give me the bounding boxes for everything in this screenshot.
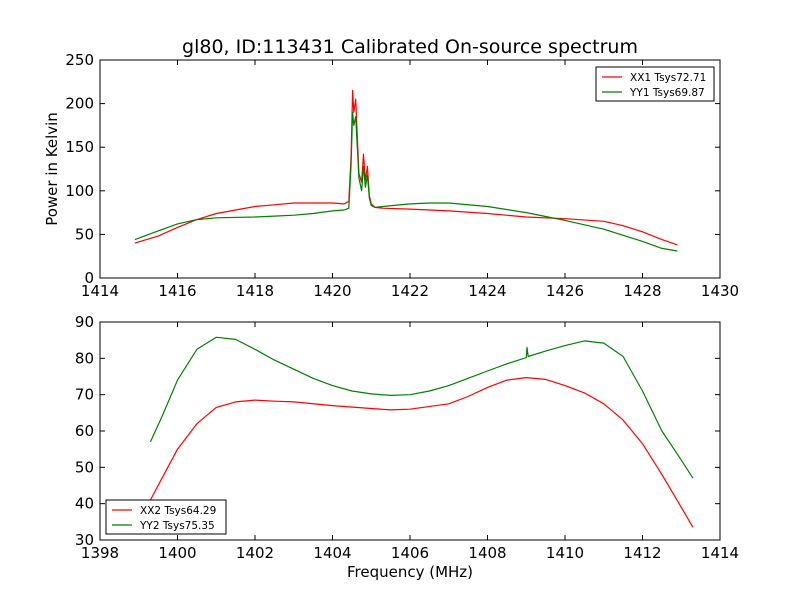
y-tick-label: 50	[75, 225, 94, 243]
y-tick-label: 40	[75, 495, 94, 513]
x-tick-label: 1406	[391, 544, 429, 562]
legend: XX1 Tsys72.71 YY1 Tsys69.87	[595, 66, 715, 102]
legend-label: XX2 Tsys64.29	[140, 505, 216, 517]
x-tick-label: 1410	[546, 544, 584, 562]
y-tick-label: 30	[75, 531, 94, 549]
x-tick-label: 1430	[701, 282, 739, 300]
top-panel: 1414 1416 1418 1420 1422 1424 1426 1428 1430 0 50 1…	[43, 51, 739, 300]
series-line-xx1	[134, 89, 678, 246]
x-tick-label: 1428	[623, 282, 661, 300]
x-tick-label: 1426	[546, 282, 584, 300]
series-line-xx2	[149, 377, 694, 528]
series-line-yy1	[134, 111, 678, 252]
y-tick-label: 70	[75, 386, 94, 404]
legend-box	[595, 66, 715, 102]
y-tick-label: 90	[75, 313, 94, 331]
x-tick-label: 1398	[81, 544, 119, 562]
x-tick-label: 1414	[81, 282, 119, 300]
y-tick-label: 80	[75, 349, 94, 367]
y-tick-label: 100	[65, 182, 94, 200]
x-tick-label: 1408	[468, 544, 506, 562]
figure-title: gl80, ID:113431 Calibrated On-source spe…	[182, 36, 638, 58]
series-line-yy2	[149, 336, 694, 479]
legend-box	[105, 499, 227, 535]
y-tick-label: 50	[75, 458, 94, 476]
y-tick-label: 150	[65, 138, 94, 156]
y-tick-label: 60	[75, 422, 94, 440]
x-axis-label: Frequency (MHz)	[347, 563, 473, 581]
x-tick-label: 1414	[701, 544, 739, 562]
legend-label: YY2 Tsys75.35	[139, 520, 215, 532]
legend-label: YY1 Tsys69.87	[629, 87, 705, 99]
x-tick-label: 1420	[313, 282, 351, 300]
bottom-panel: 1398 1400 1402 1404 1406 1408 1410 1412 1414 30 40…	[75, 313, 739, 581]
x-tick-label: 1424	[468, 282, 506, 300]
x-tick-label: 1400	[158, 544, 196, 562]
x-tick-label: 1402	[236, 544, 274, 562]
legend: XX2 Tsys64.29 YY2 Tsys75.35	[105, 499, 227, 535]
x-tick-label: 1416	[158, 282, 196, 300]
x-tick-label: 1422	[391, 282, 429, 300]
x-tick-label: 1418	[236, 282, 274, 300]
y-tick-label: 0	[84, 269, 94, 287]
x-tick-label: 1404	[313, 544, 351, 562]
x-tick-label: 1412	[623, 544, 661, 562]
legend-label: XX1 Tsys72.71	[630, 72, 706, 84]
y-tick-label: 200	[65, 95, 94, 113]
y-axis-label: Power in Kelvin	[43, 112, 61, 226]
y-tick-label: 250	[65, 51, 94, 69]
